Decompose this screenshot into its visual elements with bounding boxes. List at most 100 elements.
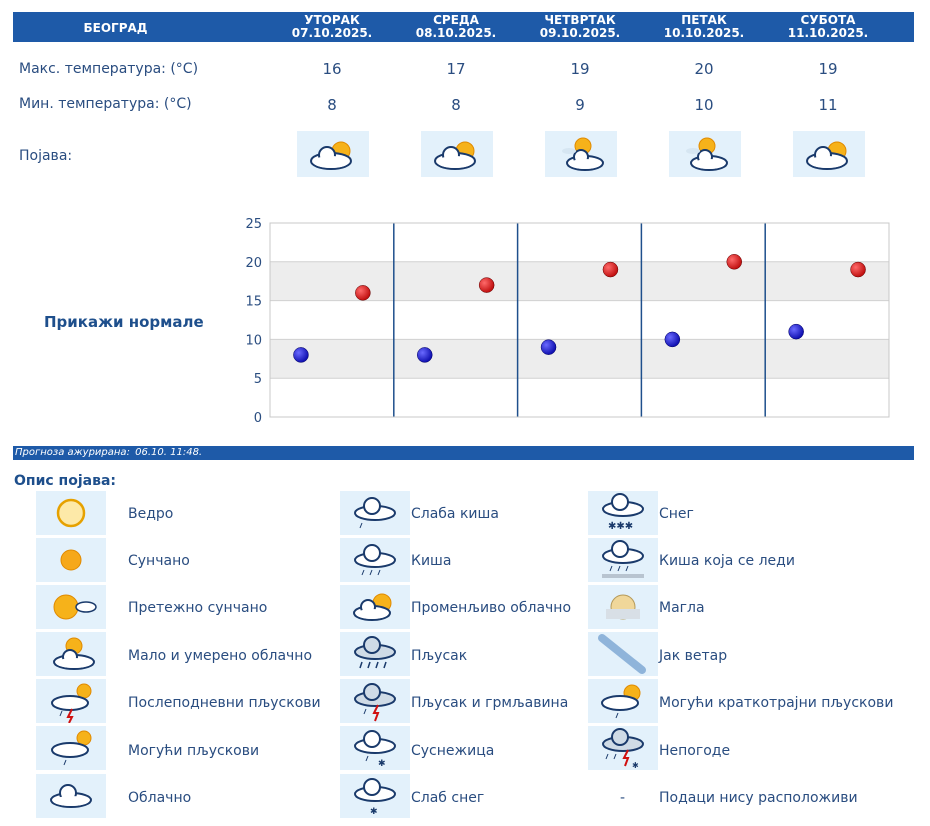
- max-temp-value: 16: [322, 60, 342, 78]
- legend-label: Облачно: [128, 790, 192, 806]
- afternoon-showers-icon: [36, 679, 106, 723]
- legend-label: Слаба киша: [411, 506, 499, 522]
- updated-time: 06.10. 11:48.: [135, 447, 203, 458]
- partly-cloudy-icon: [421, 131, 493, 177]
- sun-icon: [36, 538, 106, 582]
- min-temp-value: 9: [575, 96, 585, 114]
- forecast-updated-bar: Прогноза ажурирана: 06.10. 11:48.: [13, 446, 914, 460]
- svg-text:✱✱✱: ✱✱✱: [608, 521, 633, 532]
- city-name: БЕОГРАД: [83, 21, 148, 35]
- legend-label: Пљусак: [411, 648, 468, 664]
- clear-sun-outline-icon: [36, 491, 106, 535]
- legend-label: Киша: [411, 553, 452, 569]
- max-temp-value: 19: [818, 60, 838, 78]
- y-tick-label: 0: [254, 411, 262, 426]
- possible-short-showers-icon: [588, 679, 658, 723]
- chart-frame: [269, 222, 890, 418]
- cloud-icon: [36, 774, 106, 818]
- max-temp-value: 20: [694, 60, 714, 78]
- show-normals-link[interactable]: Прикажи нормале: [44, 313, 204, 331]
- partly-cloudy-icon: [340, 585, 410, 629]
- fog-icon: [588, 585, 658, 629]
- max-temp-point: [478, 277, 495, 293]
- thunder-shower-icon: [340, 679, 410, 723]
- day-header-5: СУБОТА 11.10.2025.: [787, 13, 869, 40]
- day-header-1: УТОРАК 07.10.2025.: [291, 13, 373, 40]
- min-temp-point: [540, 339, 557, 355]
- mostly-sunny-icon: [36, 585, 106, 629]
- min-temp-point: [293, 347, 309, 363]
- day-header-2: СРЕДА 08.10.2025.: [415, 13, 497, 40]
- min-temp-label: Мин. температура: (°C): [19, 96, 192, 112]
- y-tick-label: 10: [245, 333, 262, 348]
- possible-showers-icon: [36, 726, 106, 770]
- legend-label: Пљусак и грмљавина: [411, 695, 569, 711]
- chart-band: [270, 378, 889, 417]
- legend-label: Киша која се леди: [659, 553, 795, 569]
- no-data-dash: -: [620, 790, 626, 806]
- min-temp-value: 11: [818, 96, 838, 114]
- max-temp-label: Макс. температура: (°C): [19, 61, 199, 77]
- svg-text:✱: ✱: [378, 759, 386, 769]
- rain-icon: [340, 538, 410, 582]
- partly-cloudy-icon: [793, 131, 865, 177]
- min-temp-point: [417, 347, 433, 363]
- max-temp-value: 17: [446, 60, 466, 78]
- legend-label: Мало и умерено облачно: [128, 648, 313, 664]
- storm-icon: ✱: [588, 726, 658, 770]
- legend-label: Претежно сунчано: [128, 600, 268, 616]
- legend-label: Променљиво облачно: [411, 600, 572, 616]
- svg-text:✱: ✱: [370, 807, 378, 817]
- legend-label: Суснежица: [411, 743, 495, 759]
- legend-label: Могући пљускови: [128, 743, 260, 759]
- max-temp-point: [355, 285, 371, 301]
- legend-label: Могући краткотрајни пљускови: [659, 695, 894, 711]
- light-snow-icon: ✱: [340, 774, 410, 818]
- light-rain-icon: [340, 491, 410, 535]
- freezing-rain-icon: [588, 538, 658, 582]
- legend-label: Ведро: [128, 506, 174, 522]
- temperature-chart-svg: 0 5 10 15 20 25: [245, 217, 890, 426]
- chart-band: [270, 339, 889, 379]
- legend-label: Подаци нису расположиви: [659, 790, 858, 806]
- y-tick-label: 5: [254, 372, 262, 387]
- mostly-cloudy-sun-icon: [669, 131, 741, 177]
- chart-band: [270, 261, 889, 301]
- chart-band: [270, 223, 889, 262]
- legend-label: Снег: [659, 506, 694, 522]
- max-temp-value: 19: [570, 60, 590, 78]
- min-temp-value: 8: [327, 96, 337, 114]
- partly-cloudy-icon: [297, 131, 369, 177]
- chart-band: [270, 300, 889, 340]
- min-temp-value: 10: [694, 96, 714, 114]
- mostly-cloudy-sun-icon: [36, 632, 106, 676]
- day-header-4: ПЕТАК 10.10.2025.: [663, 13, 745, 40]
- shower-icon: [340, 632, 410, 676]
- min-temp-value: 8: [451, 96, 461, 114]
- updated-label: Прогноза ажурирана:: [15, 447, 130, 458]
- sleet-icon: ✱: [340, 726, 410, 770]
- mostly-cloudy-sun-icon: [545, 131, 617, 177]
- max-temp-point: [726, 254, 742, 270]
- legend-label: Слаб снег: [411, 790, 485, 806]
- y-tick-label: 20: [245, 256, 262, 271]
- y-tick-label: 25: [245, 217, 262, 232]
- legend-title: Опис појава:: [14, 473, 116, 489]
- max-temp-point: [850, 261, 866, 278]
- min-temp-point: [664, 331, 681, 348]
- legend-label: Послеподневни пљускови: [128, 695, 321, 711]
- forecast-header: БЕОГРАД УТОРАК 07.10.2025. СРЕДА 08.10.202…: [13, 12, 914, 42]
- strong-wind-icon: [588, 632, 658, 676]
- temperature-chart: 0 5 10 15 20 25: [240, 212, 900, 428]
- day-header-3: ЧЕТВРТАК 09.10.2025.: [539, 13, 621, 40]
- y-tick-label: 15: [245, 295, 262, 310]
- legend-label: Јак ветар: [659, 648, 728, 664]
- legend-label: Сунчано: [128, 553, 190, 569]
- snow-icon: ✱✱✱: [588, 491, 658, 535]
- max-temp-point: [602, 261, 619, 278]
- svg-text:✱: ✱: [632, 761, 639, 770]
- phenomenon-label: Појава:: [19, 148, 73, 164]
- min-temp-point: [788, 323, 804, 340]
- legend-label: Непогоде: [659, 743, 731, 759]
- legend-label: Магла: [659, 600, 705, 616]
